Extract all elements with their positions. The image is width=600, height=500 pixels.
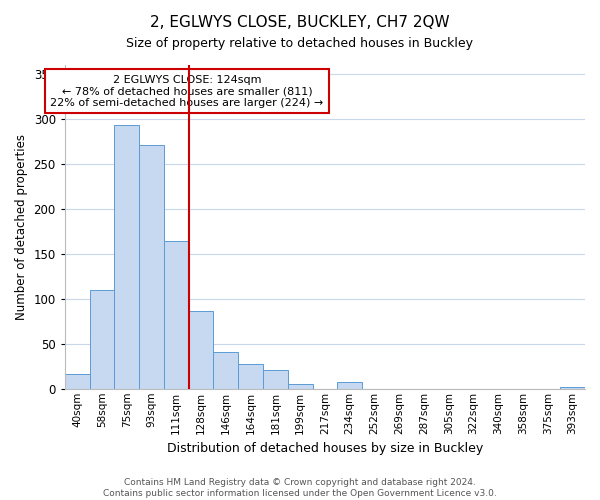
- Y-axis label: Number of detached properties: Number of detached properties: [15, 134, 28, 320]
- Bar: [65, 374, 89, 389]
- Bar: [139, 145, 164, 389]
- Bar: [263, 370, 288, 389]
- Bar: [560, 387, 585, 389]
- Text: 2 EGLWYS CLOSE: 124sqm
← 78% of detached houses are smaller (811)
22% of semi-de: 2 EGLWYS CLOSE: 124sqm ← 78% of detached…: [50, 74, 323, 108]
- Bar: [188, 310, 214, 389]
- X-axis label: Distribution of detached houses by size in Buckley: Distribution of detached houses by size …: [167, 442, 483, 455]
- Bar: [89, 290, 115, 389]
- Bar: [288, 384, 313, 389]
- Bar: [115, 126, 139, 389]
- Text: Size of property relative to detached houses in Buckley: Size of property relative to detached ho…: [127, 38, 473, 51]
- Bar: [164, 242, 188, 389]
- Text: Contains HM Land Registry data © Crown copyright and database right 2024.
Contai: Contains HM Land Registry data © Crown c…: [103, 478, 497, 498]
- Bar: [214, 352, 238, 389]
- Text: 2, EGLWYS CLOSE, BUCKLEY, CH7 2QW: 2, EGLWYS CLOSE, BUCKLEY, CH7 2QW: [150, 15, 450, 30]
- Bar: [238, 364, 263, 389]
- Bar: [337, 382, 362, 389]
